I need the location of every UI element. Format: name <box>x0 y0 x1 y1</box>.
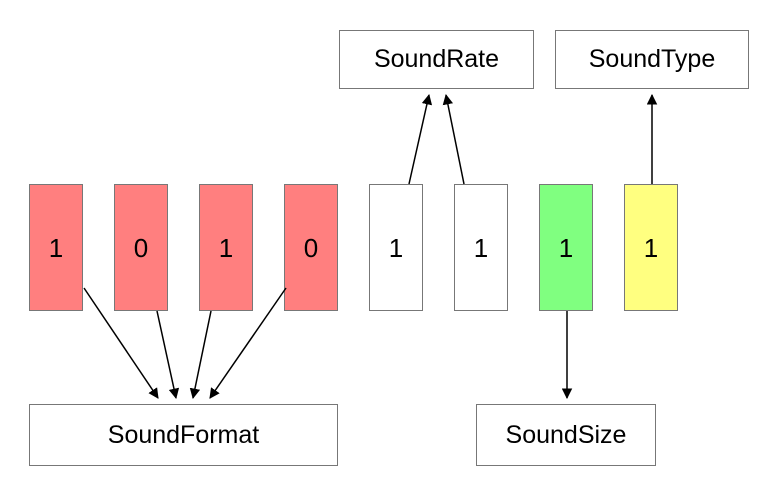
sound-type-label: SoundType <box>588 45 716 73</box>
format-bit-3: 1 <box>199 184 253 311</box>
sound-rate-label: SoundRate <box>373 45 500 73</box>
bit-value: 1 <box>48 232 64 263</box>
sound-format-label: SoundFormat <box>107 420 260 449</box>
rate-bit-2-arrow <box>442 93 465 185</box>
format-bit-4-arrow <box>209 287 287 399</box>
rate-bit-1-arrow <box>408 93 433 185</box>
format-bit-2-arrow <box>156 310 180 400</box>
size-bit: 1 <box>539 184 593 311</box>
sound-type-box: SoundType <box>555 30 749 89</box>
bit-value: 1 <box>558 232 574 263</box>
bit-value: 0 <box>303 232 319 263</box>
type-bit: 1 <box>624 184 678 311</box>
format-bit-4: 0 <box>284 184 338 311</box>
sound-rate-box: SoundRate <box>339 30 534 89</box>
rate-bit-1: 1 <box>369 184 423 311</box>
bit-value: 1 <box>473 232 489 263</box>
sound-format-box: SoundFormat <box>29 404 338 466</box>
bit-value: 1 <box>643 232 659 263</box>
rate-bit-2: 1 <box>454 184 508 311</box>
format-bit-3-arrow <box>189 310 212 400</box>
sound-size-box: SoundSize <box>476 404 656 466</box>
format-bit-1-arrow <box>83 287 159 399</box>
sound-size-label: SoundSize <box>505 420 627 449</box>
bit-value: 1 <box>218 232 234 263</box>
format-bit-2: 0 <box>114 184 168 311</box>
format-bit-1: 1 <box>29 184 83 311</box>
bit-value: 1 <box>388 232 404 263</box>
bit-value: 0 <box>133 232 149 263</box>
